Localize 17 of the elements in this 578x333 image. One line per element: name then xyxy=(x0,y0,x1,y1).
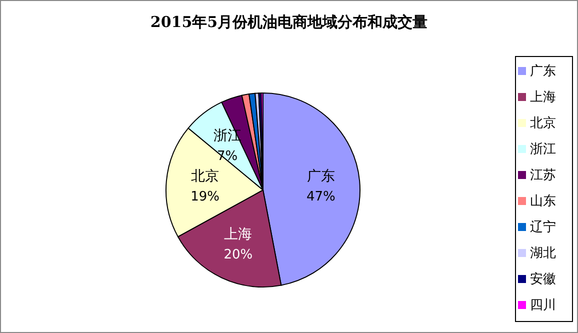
legend-label: 四川 xyxy=(530,298,556,313)
legend-label: 江苏 xyxy=(530,168,556,183)
data-label: 19% xyxy=(190,190,220,205)
legend-label: 湖北 xyxy=(530,246,556,261)
legend-label: 广东 xyxy=(530,64,556,79)
slice-label: 上海 xyxy=(224,226,252,243)
data-label: 20% xyxy=(224,248,253,263)
slice-label: 北京 xyxy=(191,168,220,185)
legend-label: 北京 xyxy=(530,116,556,131)
legend-label: 辽宁 xyxy=(530,220,556,235)
slice-label: 广东 xyxy=(306,168,335,185)
legend-label: 安徽 xyxy=(530,272,556,287)
legend-label: 上海 xyxy=(530,90,556,105)
legend-label: 山东 xyxy=(530,194,556,209)
chart-title: 2015年5月份机油电商地域分布和成交量 xyxy=(149,13,429,33)
legend-label: 浙江 xyxy=(530,142,556,157)
data-label: 47% xyxy=(306,190,336,205)
